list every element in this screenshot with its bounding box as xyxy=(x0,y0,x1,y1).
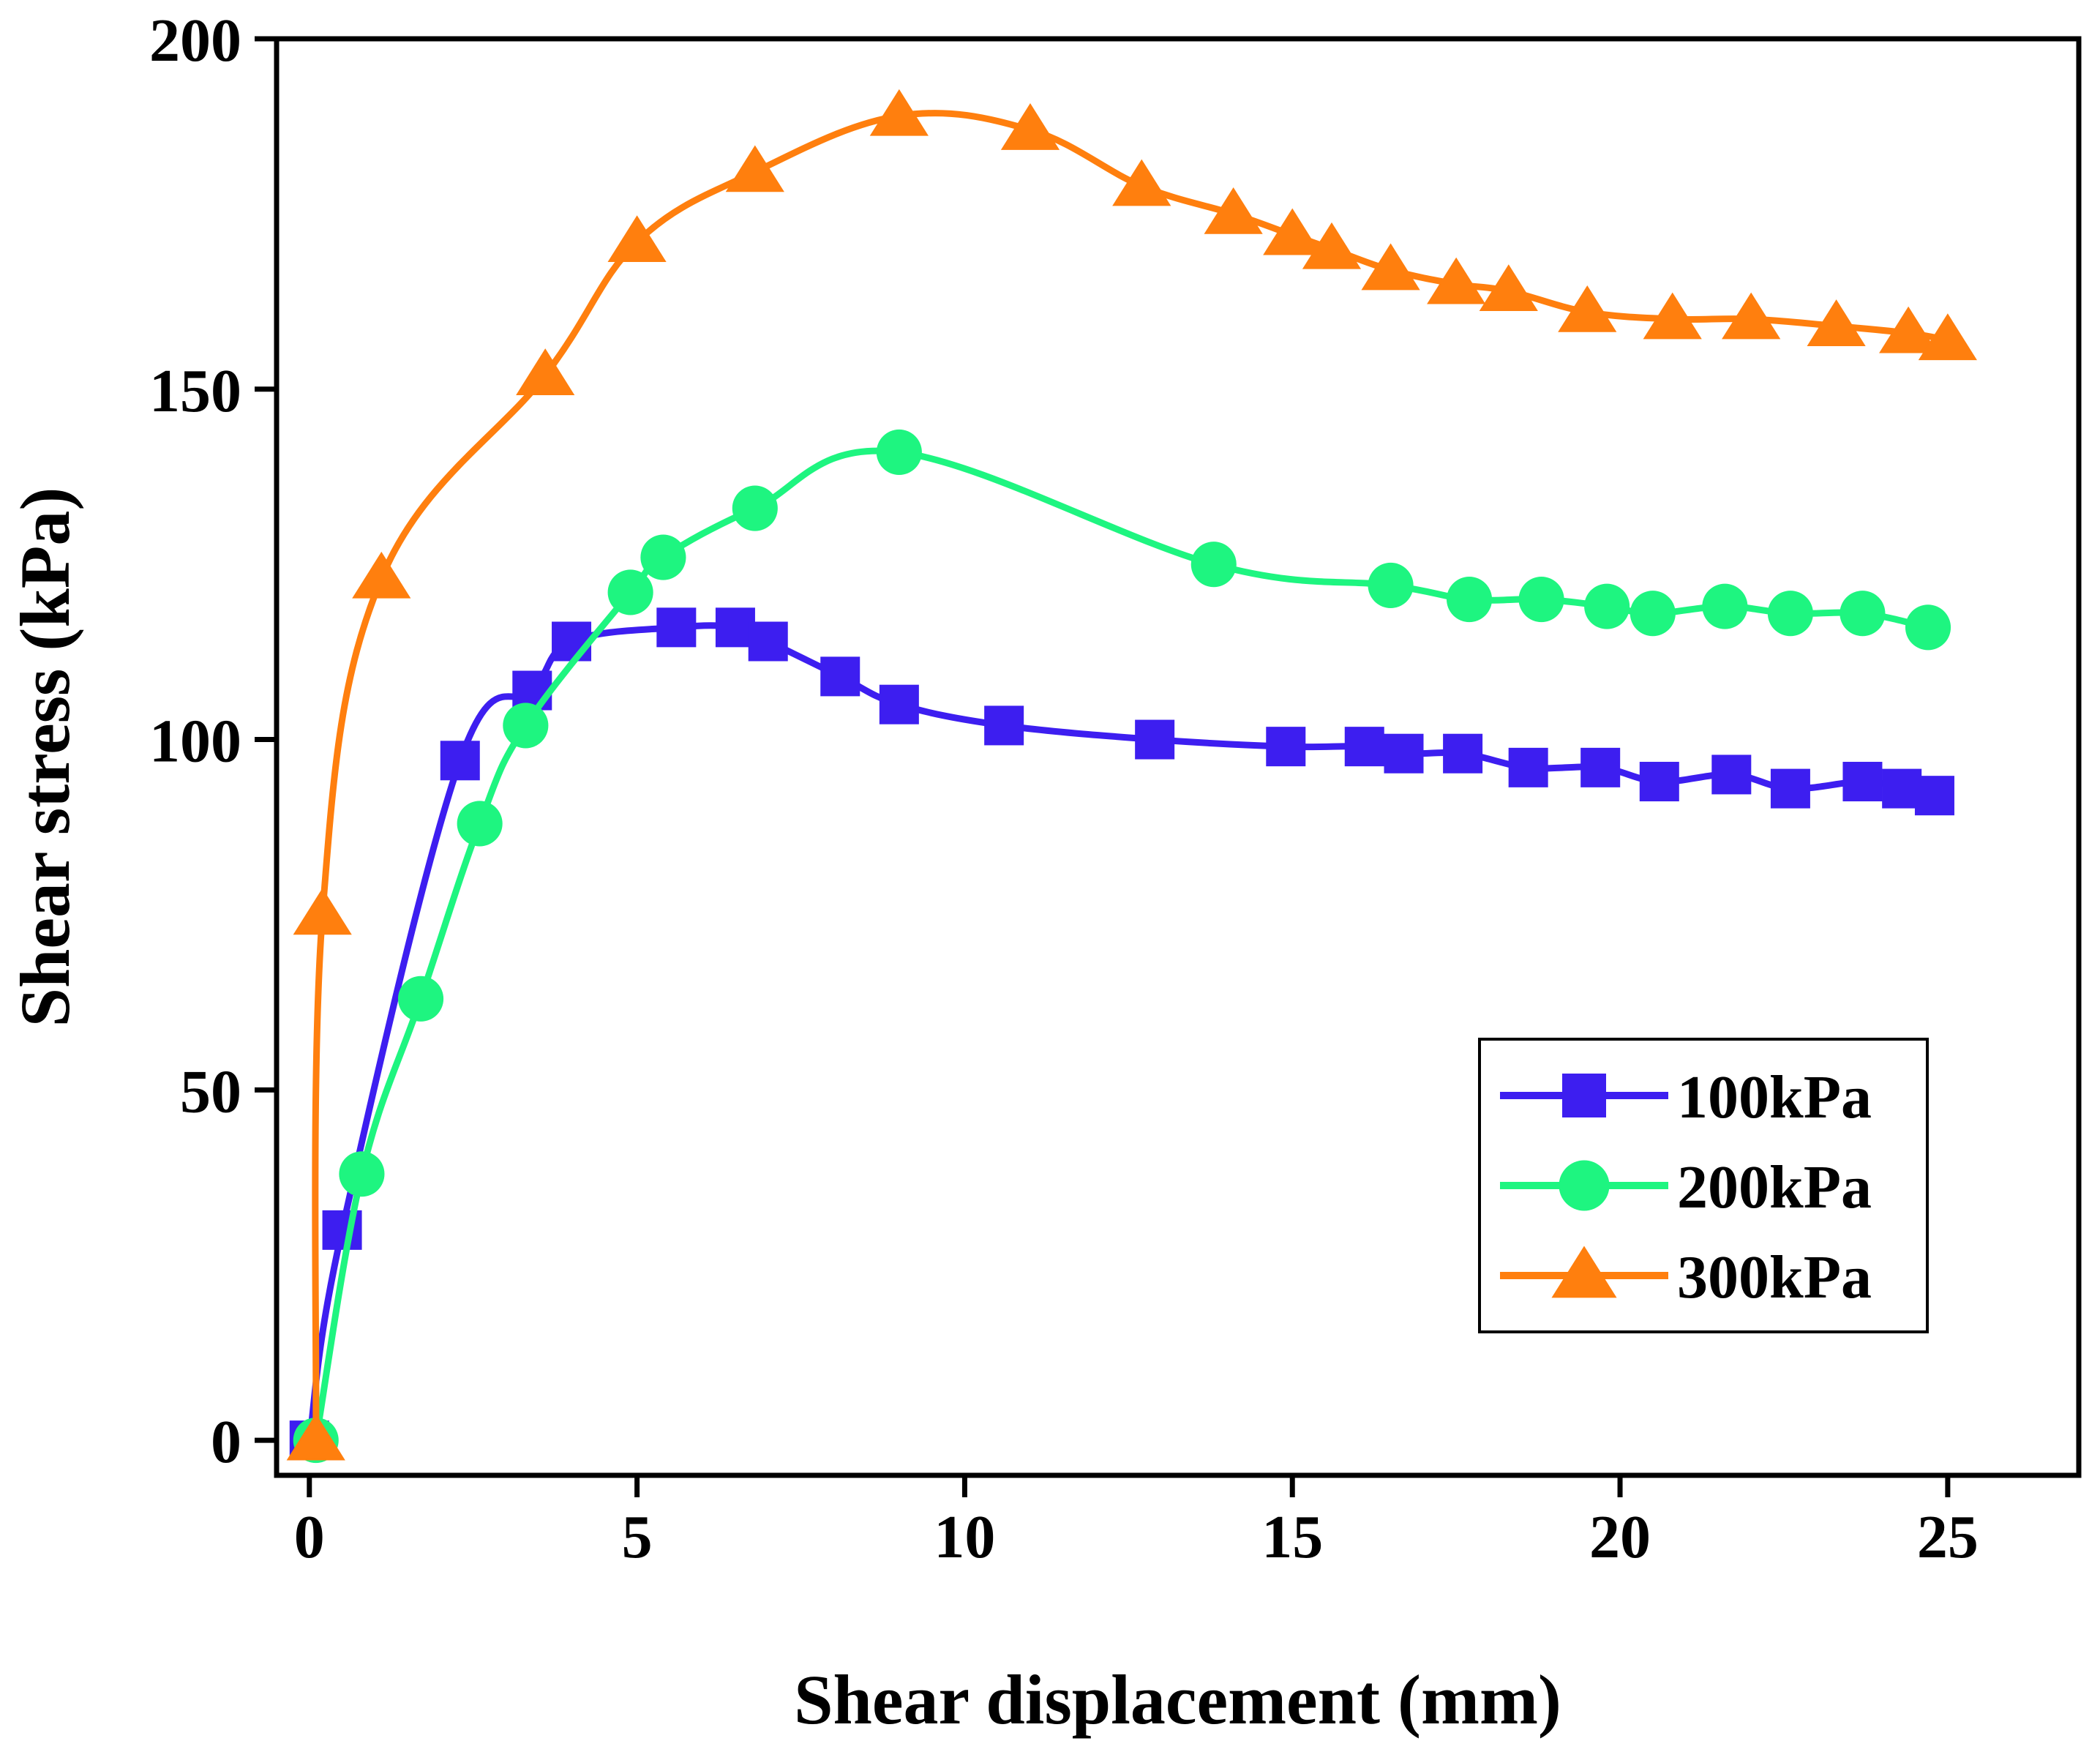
legend-item: 200kPa xyxy=(1500,1153,1872,1221)
x-tick-label: 15 xyxy=(1261,1503,1323,1571)
legend-marker xyxy=(1559,1160,1610,1211)
legend-label: 100kPa xyxy=(1677,1063,1872,1131)
data-point xyxy=(293,888,352,935)
data-point xyxy=(876,429,922,476)
y-tick-label: 200 xyxy=(149,7,241,75)
data-point xyxy=(440,741,480,781)
data-point xyxy=(879,684,919,724)
legend-items: 100kPa 200kPa 300kPa xyxy=(1500,1063,1872,1311)
y-axis-label: Shear stress (kPa) xyxy=(6,487,84,1027)
legend-item: 300kPa xyxy=(1500,1243,1872,1311)
data-point xyxy=(1580,747,1621,787)
data-point xyxy=(748,621,788,662)
data-point xyxy=(1266,727,1306,767)
data-point xyxy=(1204,187,1263,234)
y-tick-label: 50 xyxy=(180,1057,241,1126)
data-point xyxy=(1918,313,1977,361)
data-point xyxy=(1905,604,1951,651)
data-point xyxy=(1711,754,1752,795)
data-point xyxy=(339,1151,385,1197)
data-point xyxy=(1639,762,1679,802)
series-layer xyxy=(286,89,1977,1464)
data-point xyxy=(820,656,860,697)
y-tick-label: 150 xyxy=(149,357,241,425)
data-point xyxy=(1263,208,1322,255)
data-point xyxy=(1702,583,1748,629)
legend-marker xyxy=(1551,1246,1617,1298)
data-point xyxy=(1361,243,1420,291)
data-point xyxy=(640,534,686,580)
data-point xyxy=(1302,222,1362,269)
data-point xyxy=(1508,747,1548,787)
plot-frame xyxy=(274,36,2082,1478)
data-point xyxy=(1643,292,1702,340)
y-tick-label: 100 xyxy=(149,708,241,776)
data-point xyxy=(1584,583,1630,629)
data-point xyxy=(1479,264,1538,312)
data-point xyxy=(1879,306,1938,353)
data-point xyxy=(1447,576,1493,623)
data-point xyxy=(732,485,778,531)
data-point xyxy=(1368,562,1414,608)
axis-layer: 0 5 10 15 20 25 0 50 100 150 200 xyxy=(149,7,1979,1571)
legend-item: 100kPa xyxy=(1500,1063,1872,1131)
data-point xyxy=(1630,591,1676,637)
data-point xyxy=(286,1413,345,1461)
x-tick-label: 10 xyxy=(934,1503,995,1571)
data-point xyxy=(1914,776,1954,816)
data-point xyxy=(1840,591,1886,637)
data-point xyxy=(984,705,1024,746)
data-point xyxy=(607,215,667,263)
data-point xyxy=(1384,733,1424,774)
data-point xyxy=(1190,542,1237,588)
data-point xyxy=(1807,299,1866,346)
y-tick-label: 0 xyxy=(211,1408,241,1476)
data-point xyxy=(1443,733,1483,774)
x-tick-label: 25 xyxy=(1917,1503,1979,1571)
data-point xyxy=(607,569,653,615)
data-point xyxy=(516,348,575,395)
series-300kPa xyxy=(286,89,1977,1461)
data-point xyxy=(1722,292,1781,340)
legend-label: 300kPa xyxy=(1677,1243,1872,1311)
legend: 100kPa 200kPa 300kPa xyxy=(1478,1038,1929,1333)
data-point xyxy=(457,801,503,847)
data-point xyxy=(869,89,929,136)
data-point xyxy=(1135,719,1175,760)
data-point xyxy=(1770,768,1810,809)
data-point xyxy=(1558,285,1617,332)
x-tick-label: 5 xyxy=(622,1503,653,1571)
data-point xyxy=(352,551,411,599)
x-axis-label: Shear displacement (mm) xyxy=(794,1660,1561,1739)
data-point xyxy=(1767,591,1813,637)
x-tick-label: 20 xyxy=(1589,1503,1651,1571)
data-point xyxy=(1344,727,1384,767)
x-tick-label: 0 xyxy=(294,1503,325,1571)
data-point xyxy=(1842,762,1883,802)
legend-marker xyxy=(1562,1074,1606,1117)
data-point xyxy=(552,621,592,662)
data-point xyxy=(1000,103,1060,150)
data-point xyxy=(397,976,444,1022)
legend-label: 200kPa xyxy=(1677,1153,1872,1221)
series-100kPa xyxy=(289,607,1954,1461)
data-point xyxy=(1518,576,1564,623)
data-point xyxy=(1112,159,1171,206)
series-200kPa xyxy=(293,429,1951,1464)
data-point xyxy=(512,670,552,711)
data-point xyxy=(503,703,549,749)
data-point xyxy=(1427,257,1486,304)
data-point xyxy=(656,607,697,648)
data-point xyxy=(725,145,784,192)
